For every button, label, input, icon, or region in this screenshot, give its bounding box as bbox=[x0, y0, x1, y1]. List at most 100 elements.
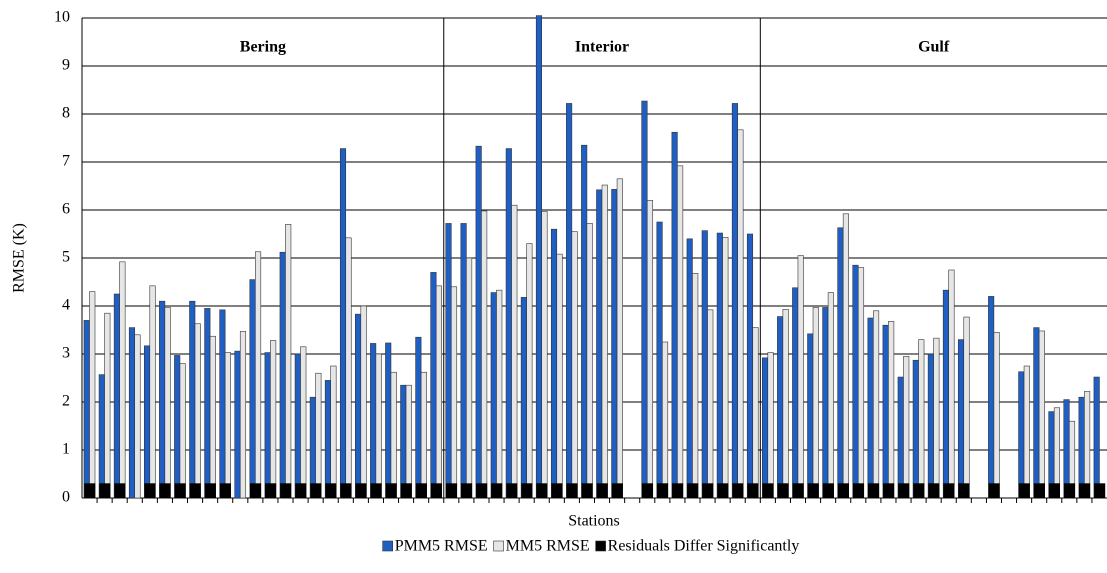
bar bbox=[526, 243, 533, 499]
bar bbox=[174, 483, 186, 499]
bar bbox=[948, 269, 955, 499]
bar bbox=[340, 483, 352, 499]
bar bbox=[686, 238, 693, 499]
y-tick-label: 7 bbox=[62, 153, 70, 170]
bar bbox=[550, 228, 558, 499]
bar bbox=[405, 384, 412, 499]
bar bbox=[888, 321, 895, 499]
bar bbox=[943, 483, 955, 499]
legend-label: MM5 RMSE bbox=[506, 538, 590, 555]
bar bbox=[445, 223, 452, 499]
bar bbox=[435, 285, 442, 499]
legend-swatch bbox=[382, 540, 393, 552]
bar bbox=[586, 223, 593, 499]
bar bbox=[827, 292, 834, 499]
y-tick-label: 9 bbox=[62, 57, 70, 74]
y-tick-label: 10 bbox=[54, 9, 70, 26]
bar bbox=[189, 483, 201, 499]
bar bbox=[918, 339, 925, 499]
bar bbox=[1063, 399, 1070, 499]
bar bbox=[239, 331, 247, 499]
bar bbox=[677, 165, 684, 499]
bar bbox=[325, 483, 337, 499]
bar bbox=[556, 253, 563, 499]
bar bbox=[159, 483, 171, 499]
bar bbox=[988, 483, 1000, 499]
bar bbox=[963, 316, 970, 499]
bar bbox=[957, 339, 965, 499]
bar bbox=[883, 483, 895, 499]
bar bbox=[430, 272, 437, 499]
bar bbox=[792, 483, 804, 499]
bar bbox=[1093, 376, 1100, 499]
bar bbox=[822, 483, 834, 499]
bar bbox=[601, 184, 608, 499]
bar bbox=[707, 309, 714, 499]
bar bbox=[1033, 483, 1045, 499]
bar bbox=[370, 343, 377, 499]
bar bbox=[692, 273, 699, 499]
bar bbox=[777, 316, 784, 499]
bar bbox=[1033, 327, 1040, 499]
legend: PMM5 RMSE MM5 RMSE Residuals Differ Signif… bbox=[382, 538, 800, 555]
bar bbox=[717, 483, 729, 499]
bar bbox=[898, 483, 910, 499]
bar bbox=[310, 483, 322, 499]
bar bbox=[1063, 483, 1076, 499]
bar bbox=[942, 289, 949, 499]
bar bbox=[264, 352, 271, 499]
bar bbox=[731, 103, 738, 499]
legend-label: Residuals Differ Significantly bbox=[608, 538, 800, 555]
bar bbox=[385, 483, 397, 499]
bar bbox=[762, 357, 769, 499]
bar bbox=[1084, 391, 1091, 499]
bar bbox=[491, 483, 503, 499]
bar bbox=[300, 346, 307, 499]
bar bbox=[641, 100, 648, 499]
bar bbox=[345, 237, 352, 499]
bar bbox=[285, 224, 292, 499]
bar bbox=[1079, 483, 1091, 499]
bar bbox=[430, 483, 442, 499]
bar bbox=[324, 380, 331, 499]
bar bbox=[204, 308, 211, 499]
bar bbox=[581, 483, 593, 499]
bar bbox=[807, 333, 814, 499]
x-axis-label: Stations bbox=[568, 513, 620, 530]
bar bbox=[722, 237, 729, 499]
y-axis-label: RMSE (K) bbox=[11, 223, 28, 293]
bar bbox=[83, 320, 90, 499]
bar bbox=[716, 232, 723, 499]
y-tick-label: 1 bbox=[62, 441, 70, 458]
bar bbox=[661, 341, 669, 499]
bar bbox=[1018, 483, 1030, 499]
bar bbox=[837, 227, 844, 499]
bar bbox=[596, 483, 608, 499]
bar bbox=[400, 483, 412, 499]
bar bbox=[535, 15, 543, 499]
bar bbox=[656, 483, 669, 499]
bar bbox=[882, 324, 889, 499]
bar bbox=[506, 483, 518, 499]
bar bbox=[219, 483, 231, 499]
bar bbox=[415, 483, 427, 499]
bar bbox=[842, 213, 849, 499]
bar bbox=[927, 353, 934, 499]
bar bbox=[777, 483, 789, 499]
bar bbox=[616, 178, 623, 499]
bar bbox=[1048, 483, 1061, 499]
bar bbox=[746, 233, 754, 499]
bar bbox=[541, 211, 548, 499]
bar bbox=[993, 332, 1000, 499]
bar bbox=[1023, 365, 1030, 499]
bar bbox=[339, 148, 347, 499]
bar bbox=[219, 309, 226, 499]
bar bbox=[360, 305, 367, 499]
bar bbox=[852, 264, 859, 499]
bar bbox=[128, 327, 136, 499]
bar bbox=[868, 483, 880, 499]
bar bbox=[752, 327, 759, 499]
bar bbox=[792, 287, 799, 499]
bar bbox=[571, 231, 578, 499]
